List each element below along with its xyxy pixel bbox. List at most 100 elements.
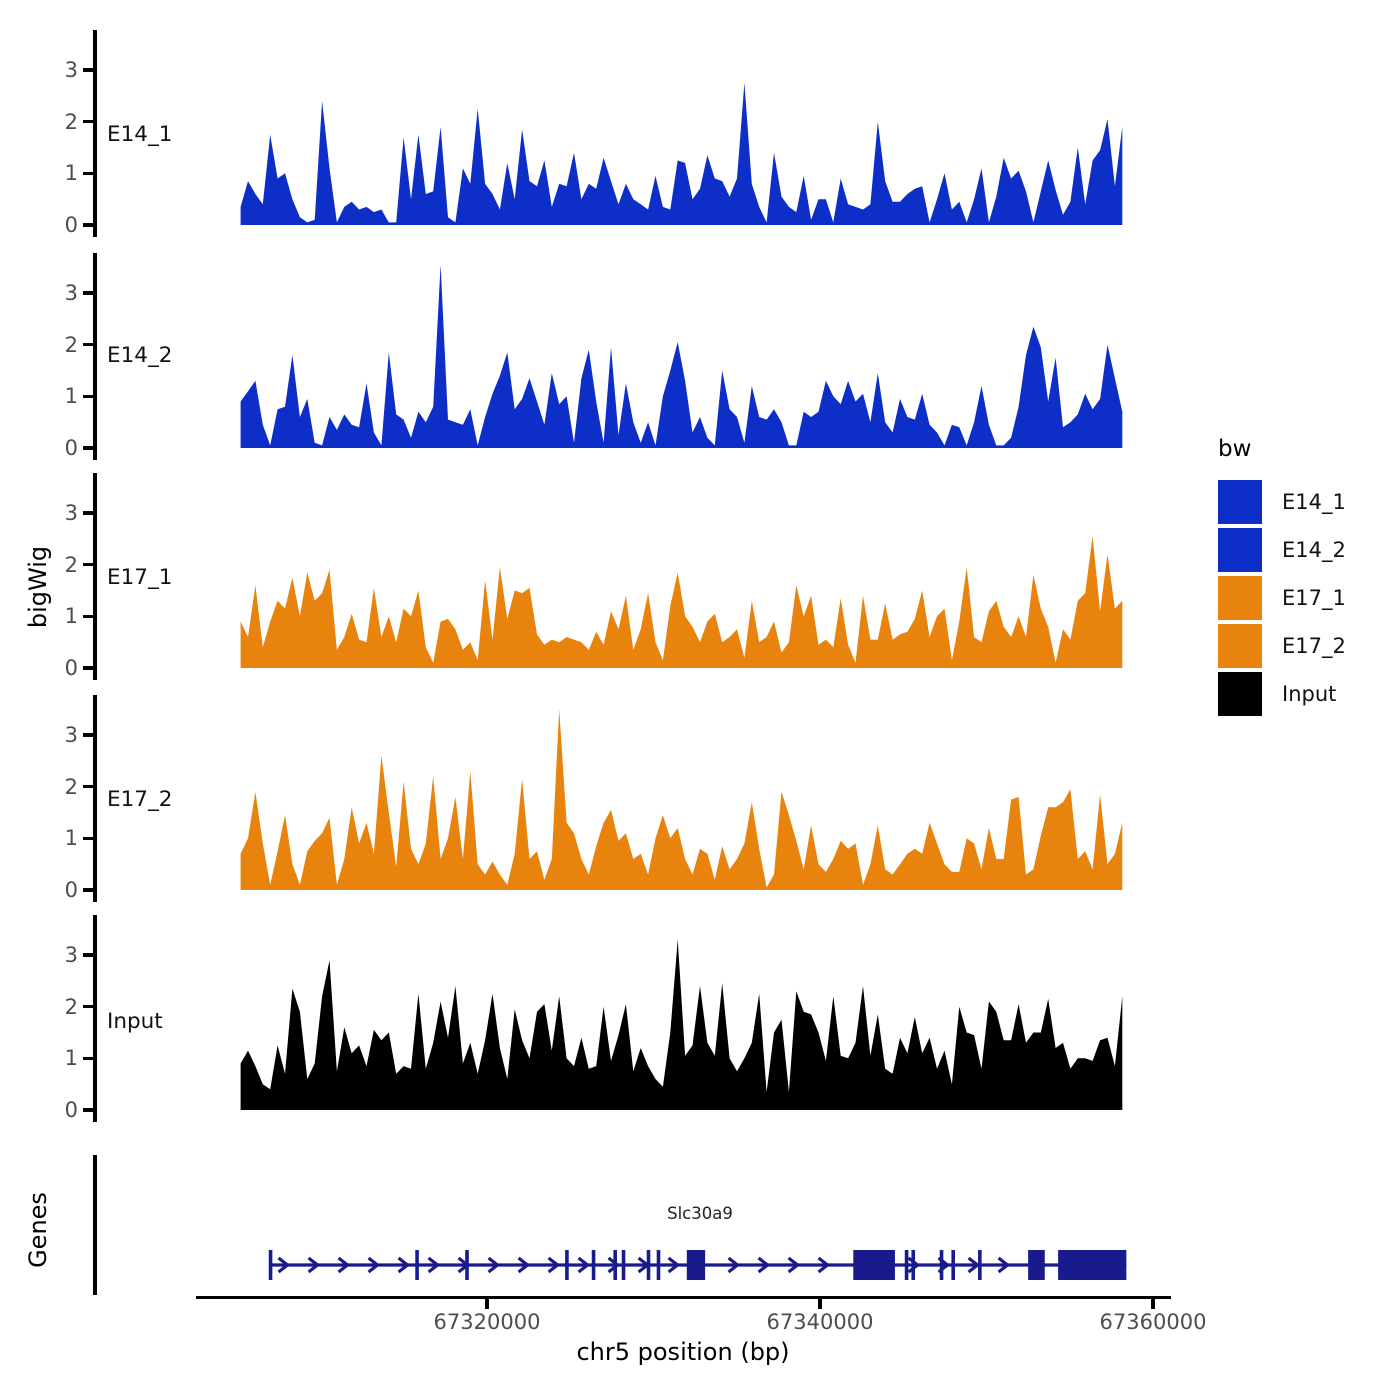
y-tick-E17_1-3 bbox=[83, 511, 95, 515]
exon-tick-9 bbox=[904, 1250, 909, 1280]
intron-arrow-icon bbox=[427, 1256, 441, 1274]
y-tick-E14_1-2 bbox=[83, 120, 95, 124]
track-area-Input bbox=[240, 939, 1123, 1110]
y-tick-E17_1-0 bbox=[83, 666, 95, 670]
x-tick-label-67320000: 67320000 bbox=[433, 1310, 541, 1334]
exon-box-2 bbox=[1028, 1250, 1045, 1280]
legend-title: bw bbox=[1218, 436, 1252, 462]
intron-arrow-icon bbox=[337, 1256, 351, 1274]
y-tick-Input-2 bbox=[83, 1005, 95, 1009]
y-tick-label-Input-0: 0 bbox=[64, 1098, 78, 1122]
intron-arrow-icon bbox=[727, 1256, 741, 1274]
x-axis-title: chr5 position (bp) bbox=[576, 1338, 790, 1366]
legend-key-E14_2 bbox=[1218, 528, 1262, 572]
x-tick-67340000 bbox=[818, 1299, 822, 1309]
track-label-E14_1: E14_1 bbox=[107, 122, 173, 147]
exon-tick-12 bbox=[951, 1250, 955, 1280]
y-axis-line-Input bbox=[93, 915, 97, 1122]
track-label-E17_1: E17_1 bbox=[107, 565, 173, 590]
exon-tick-7 bbox=[646, 1250, 651, 1280]
track-label-Input: Input bbox=[107, 1009, 163, 1034]
y-tick-label-E17_2-3: 3 bbox=[64, 722, 78, 747]
y-tick-label-Input-2: 2 bbox=[64, 994, 78, 1019]
y-tick-E17_1-2 bbox=[83, 563, 95, 567]
exon-tick-0 bbox=[268, 1250, 273, 1280]
intron-arrow-icon bbox=[997, 1256, 1011, 1274]
y-tick-label-E14_1-3: 3 bbox=[64, 57, 78, 82]
y-tick-label-E17_1-3: 3 bbox=[64, 500, 78, 525]
legend-key-Input bbox=[1218, 672, 1262, 716]
track-label-E14_2: E14_2 bbox=[107, 343, 173, 368]
exon-box-0 bbox=[686, 1250, 706, 1280]
legend-key-E14_1 bbox=[1218, 480, 1262, 524]
track-label-E17_2: E17_2 bbox=[107, 787, 173, 812]
y-tick-E14_1-3 bbox=[83, 68, 95, 72]
intron-arrow-icon bbox=[667, 1256, 681, 1274]
y-tick-label-E14_2-2: 2 bbox=[64, 332, 78, 357]
exon-tick-4 bbox=[591, 1250, 596, 1280]
intron-arrow-icon bbox=[967, 1256, 981, 1274]
y-tick-Input-0 bbox=[83, 1108, 95, 1112]
track-area-E17_1 bbox=[240, 536, 1123, 668]
intron-arrow-icon bbox=[487, 1256, 501, 1274]
y-tick-E17_2-2 bbox=[83, 785, 95, 789]
y-tick-E14_1-1 bbox=[83, 171, 95, 175]
track-area-E14_2 bbox=[240, 264, 1123, 448]
intron-arrow-icon bbox=[517, 1256, 531, 1274]
y-tick-E14_1-0 bbox=[83, 223, 95, 227]
y-tick-label-E14_1-1: 1 bbox=[64, 161, 78, 186]
y-axis-line-genes bbox=[93, 1155, 97, 1295]
y-tick-E17_2-1 bbox=[83, 836, 95, 840]
exon-tick-3 bbox=[565, 1250, 569, 1280]
y-axis-line-E17_2 bbox=[93, 695, 97, 902]
y-tick-E14_2-0 bbox=[83, 446, 95, 450]
intron-arrow-icon bbox=[367, 1256, 381, 1274]
legend-key-E17_1 bbox=[1218, 576, 1262, 620]
exon-box-3 bbox=[1058, 1250, 1127, 1280]
track-area-E14_1 bbox=[240, 82, 1123, 226]
intron-arrow-icon bbox=[307, 1256, 321, 1274]
y-tick-E14_2-2 bbox=[83, 343, 95, 347]
legend-label-E17_1: E17_1 bbox=[1282, 586, 1346, 610]
y-tick-label-E17_2-0: 0 bbox=[64, 878, 78, 902]
y-tick-label-E17_2-2: 2 bbox=[64, 774, 78, 799]
exon-tick-11 bbox=[939, 1250, 944, 1280]
y-tick-E14_2-1 bbox=[83, 394, 95, 398]
legend-label-E14_2: E14_2 bbox=[1282, 538, 1346, 562]
y-tick-label-E17_1-1: 1 bbox=[64, 604, 78, 629]
exon-tick-5 bbox=[613, 1250, 618, 1280]
intron-arrow-icon bbox=[277, 1256, 291, 1274]
y-axis-line-E14_1 bbox=[93, 30, 97, 237]
y-tick-label-E17_1-0: 0 bbox=[64, 656, 78, 680]
y-tick-label-E14_2-3: 3 bbox=[64, 280, 78, 305]
y-tick-label-E17_1-2: 2 bbox=[64, 552, 78, 577]
track-area-E17_2 bbox=[240, 709, 1123, 890]
y-tick-Input-3 bbox=[83, 953, 95, 957]
x-axis-line bbox=[196, 1296, 1171, 1300]
y-tick-label-Input-3: 3 bbox=[64, 942, 78, 967]
intron-arrow-icon bbox=[787, 1256, 801, 1274]
y-tick-label-E17_2-1: 1 bbox=[64, 826, 78, 851]
y-tick-label-Input-1: 1 bbox=[64, 1046, 78, 1071]
intron-arrow-icon bbox=[397, 1256, 411, 1274]
genes-axis-title: Genes bbox=[24, 1192, 52, 1268]
y-axis-line-E17_1 bbox=[93, 473, 97, 680]
y-tick-label-E14_1-0: 0 bbox=[64, 213, 78, 237]
exon-tick-2 bbox=[465, 1250, 469, 1280]
y-tick-label-E14_1-2: 2 bbox=[64, 109, 78, 134]
y-tick-Input-1 bbox=[83, 1056, 95, 1060]
y-tick-E17_2-3 bbox=[83, 733, 95, 737]
exon-tick-13 bbox=[978, 1250, 982, 1280]
intron-arrow-icon bbox=[817, 1256, 831, 1274]
exon-tick-6 bbox=[621, 1250, 626, 1280]
gene-model bbox=[268, 1250, 1127, 1280]
legend-label-E14_1: E14_1 bbox=[1282, 490, 1346, 514]
y-tick-label-E14_2-0: 0 bbox=[64, 436, 78, 460]
exon-box-1 bbox=[853, 1250, 895, 1280]
legend-key-E17_2 bbox=[1218, 624, 1262, 668]
x-tick-67360000 bbox=[1151, 1299, 1155, 1309]
gene-label: Slc30a9 bbox=[667, 1204, 733, 1223]
y-tick-E17_2-0 bbox=[83, 888, 95, 892]
x-tick-label-67360000: 67360000 bbox=[1099, 1310, 1207, 1334]
